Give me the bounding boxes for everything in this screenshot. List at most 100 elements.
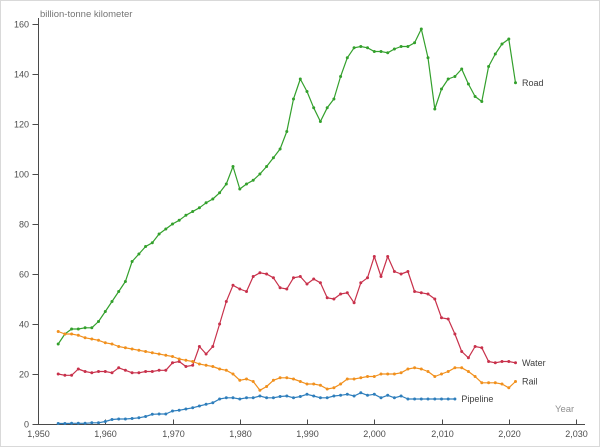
data-point — [117, 345, 121, 348]
data-point — [345, 291, 349, 295]
data-point — [433, 297, 437, 301]
data-point — [90, 337, 94, 341]
data-point — [204, 402, 208, 406]
data-point — [298, 380, 302, 383]
data-point — [245, 377, 248, 381]
data-point — [157, 412, 161, 416]
data-point — [123, 346, 127, 350]
data-point — [177, 360, 181, 363]
data-point — [157, 368, 161, 372]
data-point — [292, 276, 295, 280]
pipeline-series: Pipeline — [56, 391, 493, 425]
data-point — [177, 408, 181, 412]
data-point — [137, 371, 141, 375]
data-point — [466, 356, 470, 360]
data-point — [238, 287, 242, 291]
data-point — [191, 363, 195, 367]
data-point — [76, 421, 80, 425]
data-point — [56, 342, 60, 346]
data-point — [325, 106, 329, 110]
data-point — [245, 182, 248, 186]
data-point — [204, 201, 208, 205]
data-point — [419, 397, 423, 401]
data-point — [473, 345, 477, 348]
data-point — [238, 397, 242, 401]
data-point — [413, 41, 417, 45]
data-point — [171, 361, 174, 365]
data-point — [110, 342, 114, 346]
data-point — [493, 381, 497, 385]
data-point — [211, 401, 215, 405]
data-point — [258, 388, 262, 392]
data-point — [157, 352, 161, 356]
data-point — [123, 280, 127, 283]
x-tick-label: 1,980 — [229, 429, 252, 439]
data-point — [97, 421, 100, 425]
data-point — [251, 275, 255, 278]
data-point — [251, 380, 255, 383]
data-point — [433, 107, 437, 111]
data-point — [245, 290, 248, 293]
data-point — [164, 227, 168, 231]
data-point — [466, 82, 470, 86]
data-point — [271, 156, 275, 160]
data-point — [164, 412, 168, 416]
data-point — [507, 360, 511, 363]
data-point — [204, 363, 208, 367]
y-tick-label: 80 — [19, 220, 29, 230]
data-point — [359, 45, 363, 48]
data-point — [426, 370, 430, 373]
data-point — [278, 286, 282, 290]
data-point — [298, 77, 302, 81]
data-point — [399, 45, 403, 48]
data-point — [332, 297, 336, 301]
rail-line — [57, 330, 517, 391]
data-point — [130, 371, 134, 375]
data-point — [285, 130, 289, 133]
data-point — [312, 277, 316, 281]
data-point — [507, 37, 511, 41]
data-point — [446, 77, 450, 81]
data-point — [285, 287, 289, 291]
data-point — [426, 56, 430, 60]
data-point — [312, 394, 316, 398]
data-point — [399, 371, 403, 375]
data-point — [453, 75, 457, 78]
data-point — [224, 300, 228, 303]
data-point — [70, 421, 74, 425]
data-point — [251, 396, 255, 400]
data-point — [366, 276, 369, 280]
data-point — [224, 182, 228, 186]
data-point — [137, 252, 141, 256]
data-point — [218, 322, 222, 326]
data-point — [191, 406, 195, 410]
data-point — [298, 275, 302, 278]
x-tick-label: 1,960 — [94, 429, 117, 439]
data-point — [251, 178, 255, 182]
road-series: Road — [56, 27, 544, 346]
data-point — [406, 45, 410, 48]
data-point — [292, 97, 295, 101]
data-point — [366, 375, 369, 378]
data-point — [278, 376, 282, 380]
data-point — [305, 282, 309, 286]
data-point — [204, 352, 208, 356]
data-point — [110, 371, 114, 375]
data-point — [386, 372, 390, 376]
data-point — [117, 417, 121, 421]
pipeline-label: Pipeline — [461, 394, 493, 404]
data-point — [426, 292, 430, 296]
data-point — [339, 75, 343, 78]
data-point — [63, 373, 67, 377]
data-point — [231, 165, 235, 168]
data-point — [460, 350, 464, 353]
data-point — [70, 327, 74, 331]
data-point — [144, 415, 148, 418]
x-tick-label: 2,000 — [363, 429, 386, 439]
data-point — [150, 241, 154, 245]
data-point — [150, 412, 154, 416]
water-markers — [56, 255, 517, 377]
y-axis-title: billion-tonne kilometer — [40, 9, 133, 20]
data-point — [265, 385, 269, 388]
